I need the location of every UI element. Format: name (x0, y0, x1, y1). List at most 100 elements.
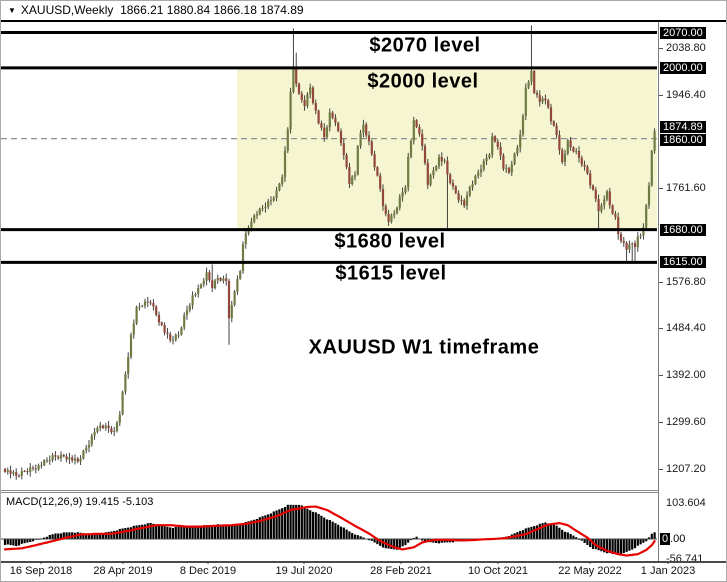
macd-histogram-bar (241, 523, 245, 539)
macd-histogram-bar (569, 533, 572, 539)
candle-body (146, 301, 149, 303)
candle-body (485, 157, 488, 162)
price-grid-label: 2038.80 (666, 42, 706, 55)
macd-histogram-bar (393, 539, 396, 550)
candle-body (269, 200, 273, 202)
macd-histogram-bar (337, 524, 340, 539)
macd-histogram-bar (166, 526, 169, 539)
macd-histogram-bar (225, 525, 228, 539)
macd-histogram-bar (278, 509, 281, 539)
candle-body (163, 325, 166, 333)
candle-body (177, 334, 180, 336)
macd-histogram-bar (269, 513, 273, 539)
candle-body (185, 310, 189, 316)
candle-body (426, 162, 429, 185)
candle-body (264, 207, 267, 208)
macd-histogram-bar (622, 539, 625, 554)
candle-body (351, 176, 354, 184)
macd-histogram-bar (625, 539, 628, 552)
candle-body (653, 131, 656, 152)
macd-histogram-bar (373, 539, 376, 543)
price-axis[interactable]: 2038.80 1946.40 1761.60 1576.80 1484.40 1392.… (659, 1, 726, 561)
macd-histogram-bar (359, 536, 362, 539)
candle-body (258, 208, 261, 215)
price-level-badge: 1860.00 (660, 133, 706, 146)
macd-chart-canvas[interactable] (1, 493, 659, 562)
price-axis-tick (659, 468, 663, 470)
candle-body (323, 127, 326, 138)
candle-body (300, 93, 303, 100)
symbol-dropdown-icon[interactable]: ▼ (8, 6, 16, 15)
candle-body (460, 200, 463, 201)
candle-body (505, 168, 508, 170)
macd-histogram-bar (300, 505, 303, 539)
price-chart-canvas[interactable] (1, 22, 659, 490)
macd-histogram-bar (558, 527, 561, 539)
candle-body (43, 460, 46, 466)
macd-histogram-bar (65, 532, 68, 539)
macd-histogram-bar (93, 534, 96, 539)
candle-body (435, 166, 438, 171)
candle-body (59, 454, 63, 459)
candle-body (54, 455, 57, 457)
macd-axis[interactable]: 103.604 -56.741 0.00 (659, 1, 726, 581)
candle-body (197, 287, 200, 295)
candle-body (566, 140, 569, 154)
candle-body (519, 134, 522, 148)
macd-histogram-bar (303, 507, 306, 539)
candle-body (110, 428, 113, 433)
chart-title-bar: ▼ XAUUSD,Weekly 1866.21 1880.84 1866.18 1… (1, 1, 726, 20)
candle-body (348, 167, 351, 184)
macd-indicator-label: MACD(12,26,9) 19.415 -5.103 (6, 496, 154, 508)
candle-body (57, 456, 60, 459)
macd-histogram-bar (79, 532, 82, 539)
price-axis-tick (659, 94, 663, 96)
candle-body (107, 425, 110, 429)
chart-title-ohlc: 1866.21 1880.84 1866.18 1874.89 (120, 3, 304, 17)
candle-body (393, 213, 396, 216)
candle-body (628, 243, 631, 250)
macd-histogram-bar (3, 539, 7, 545)
time-axis-tick (400, 561, 402, 564)
macd-histogram-bar (617, 539, 620, 555)
time-axis[interactable]: 16 Sep 2018 28 Apr 2019 8 Dec 2019 19 Jul 2… (1, 561, 726, 581)
candle-body (317, 110, 320, 124)
macd-histogram-bar (320, 515, 323, 539)
macd-histogram-bar (174, 526, 177, 539)
candle-body (605, 191, 609, 200)
macd-histogram-bar (247, 521, 250, 539)
candle-body (376, 167, 379, 176)
candle-body (502, 155, 505, 169)
macd-histogram-bar (180, 526, 183, 539)
candle-body (306, 94, 309, 107)
macd-histogram-bar (23, 539, 26, 544)
macd-histogram-bar (110, 531, 113, 539)
macd-histogram-bar (59, 533, 63, 539)
candle-body (222, 278, 225, 281)
candle-body (454, 186, 457, 194)
candle-body (544, 98, 547, 101)
price-level-badge: 1615.00 (660, 256, 706, 269)
macd-histogram-bar (645, 539, 648, 542)
candle-body (132, 323, 135, 335)
macd-histogram-bar (404, 539, 407, 546)
candle-body (71, 457, 74, 461)
candle-body (530, 71, 533, 82)
candle-body (73, 458, 77, 461)
macd-histogram-bar (605, 539, 609, 554)
candle-body (474, 175, 477, 184)
macd-histogram-bar (561, 529, 564, 539)
candle-body (138, 306, 141, 308)
panel-divider[interactable] (1, 490, 659, 491)
macd-histogram-bar (96, 534, 99, 539)
candle-body (267, 201, 270, 208)
candle-body (227, 281, 231, 319)
candle-body (625, 242, 628, 250)
macd-histogram-bar (334, 523, 337, 539)
candle-body (160, 322, 163, 326)
macd-histogram-bar (29, 539, 32, 542)
macd-histogram-bar (135, 525, 138, 539)
date-label: 22 May 2022 (558, 565, 622, 577)
macd-histogram-bar (264, 515, 267, 539)
macd-histogram-bar (45, 536, 49, 539)
